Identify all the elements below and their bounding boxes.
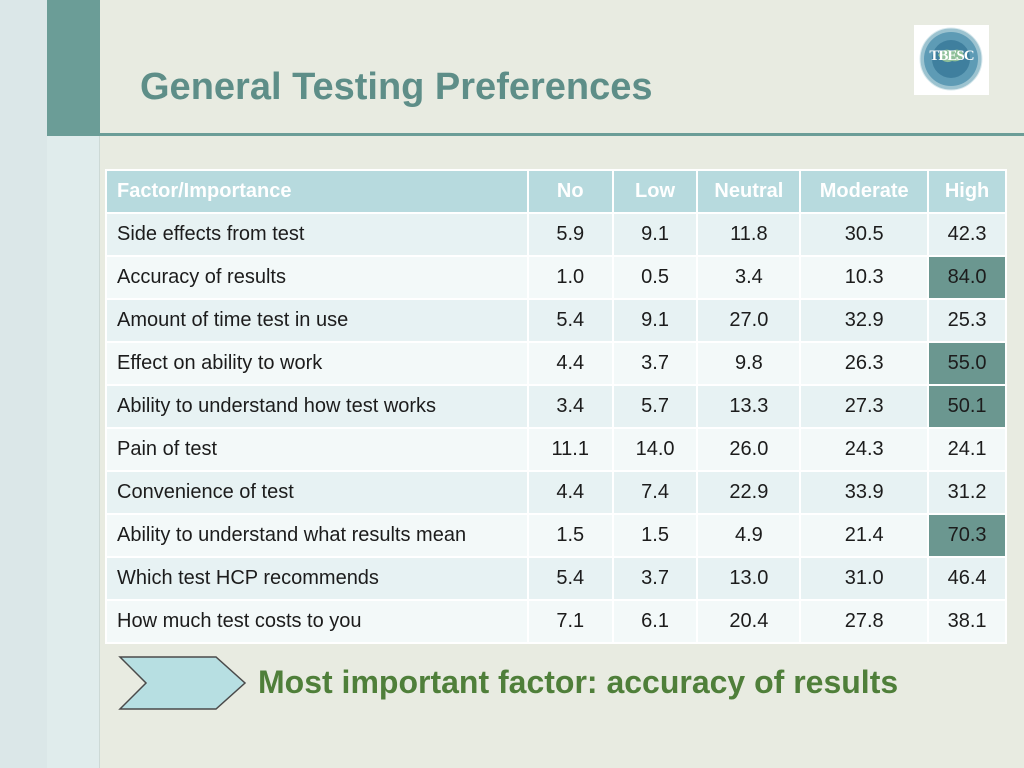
cell-neutral: 26.0 bbox=[696, 427, 802, 472]
cell-low: 9.1 bbox=[611, 212, 699, 257]
cell-no: 7.1 bbox=[526, 599, 614, 644]
cell-moderate: 30.5 bbox=[799, 212, 930, 257]
header-divider bbox=[47, 133, 1024, 136]
cell-neutral: 20.4 bbox=[696, 599, 802, 644]
table-row: Effect on ability to work 4.4 3.7 9.8 26.3 55… bbox=[105, 341, 1007, 386]
cell-high: 38.1 bbox=[927, 599, 1007, 644]
cell-high: 31.2 bbox=[927, 470, 1007, 515]
cell-neutral: 11.8 bbox=[696, 212, 802, 257]
cell-moderate: 27.3 bbox=[799, 384, 930, 429]
header-no: No bbox=[526, 169, 614, 214]
cell-factor: Amount of time test in use bbox=[105, 298, 529, 343]
cell-high: 46.4 bbox=[927, 556, 1007, 601]
cell-high: 42.3 bbox=[927, 212, 1007, 257]
cell-factor: Ability to understand what results mean bbox=[105, 513, 529, 558]
cell-low: 14.0 bbox=[611, 427, 699, 472]
cell-moderate: 32.9 bbox=[799, 298, 930, 343]
left-decor-strip-inner bbox=[47, 135, 100, 768]
table-header-row: Factor/Importance No Low Neutral Moderat… bbox=[105, 169, 1007, 214]
cell-high: 70.3 bbox=[927, 513, 1007, 558]
table-row: Ability to understand what results mean 1… bbox=[105, 513, 1007, 558]
cell-no: 11.1 bbox=[526, 427, 614, 472]
cell-moderate: 33.9 bbox=[799, 470, 930, 515]
cell-low: 9.1 bbox=[611, 298, 699, 343]
tbesc-globe-logo-icon bbox=[919, 27, 983, 91]
tbesc-logo: TBESC bbox=[914, 25, 989, 95]
cell-no: 5.9 bbox=[526, 212, 614, 257]
cell-factor: Ability to understand how test works bbox=[105, 384, 529, 429]
header-accent-bar bbox=[47, 0, 100, 135]
cell-low: 3.7 bbox=[611, 341, 699, 386]
cell-low: 6.1 bbox=[611, 599, 699, 644]
cell-high: 50.1 bbox=[927, 384, 1007, 429]
table-row: Side effects from test 5.9 9.1 11.8 30.5 42.3 bbox=[105, 212, 1007, 257]
cell-neutral: 13.3 bbox=[696, 384, 802, 429]
header-neutral: Neutral bbox=[696, 169, 802, 214]
table-row: How much test costs to you 7.1 6.1 20.4 27.8… bbox=[105, 599, 1007, 644]
cell-low: 0.5 bbox=[611, 255, 699, 300]
cell-moderate: 26.3 bbox=[799, 341, 930, 386]
cell-moderate: 21.4 bbox=[799, 513, 930, 558]
cell-no: 3.4 bbox=[526, 384, 614, 429]
cell-no: 1.5 bbox=[526, 513, 614, 558]
cell-no: 4.4 bbox=[526, 341, 614, 386]
cell-neutral: 27.0 bbox=[696, 298, 802, 343]
header-low: Low bbox=[611, 169, 699, 214]
cell-factor: Convenience of test bbox=[105, 470, 529, 515]
logo-text: TBESC bbox=[929, 48, 974, 64]
table-row: Convenience of test 4.4 7.4 22.9 33.9 31.2 bbox=[105, 470, 1007, 515]
cell-no: 1.0 bbox=[526, 255, 614, 300]
cell-neutral: 9.8 bbox=[696, 341, 802, 386]
table-row: Amount of time test in use 5.4 9.1 27.0 32.9… bbox=[105, 298, 1007, 343]
cell-factor: Pain of test bbox=[105, 427, 529, 472]
cell-low: 7.4 bbox=[611, 470, 699, 515]
cell-factor: How much test costs to you bbox=[105, 599, 529, 644]
table-row: Which test HCP recommends 5.4 3.7 13.0 31.0 4… bbox=[105, 556, 1007, 601]
header-factor: Factor/Importance bbox=[105, 169, 529, 214]
cell-high: 55.0 bbox=[927, 341, 1007, 386]
cell-low: 5.7 bbox=[611, 384, 699, 429]
header-moderate: Moderate bbox=[799, 169, 930, 214]
cell-neutral: 4.9 bbox=[696, 513, 802, 558]
header-band bbox=[100, 0, 1024, 133]
cell-moderate: 24.3 bbox=[799, 427, 930, 472]
cell-high: 24.1 bbox=[927, 427, 1007, 472]
cell-no: 5.4 bbox=[526, 298, 614, 343]
left-decor-strip bbox=[0, 0, 48, 768]
cell-neutral: 22.9 bbox=[696, 470, 802, 515]
cell-low: 1.5 bbox=[611, 513, 699, 558]
cell-high: 84.0 bbox=[927, 255, 1007, 300]
cell-factor: Side effects from test bbox=[105, 212, 529, 257]
cell-low: 3.7 bbox=[611, 556, 699, 601]
cell-neutral: 13.0 bbox=[696, 556, 802, 601]
cell-moderate: 31.0 bbox=[799, 556, 930, 601]
cell-no: 5.4 bbox=[526, 556, 614, 601]
header-high: High bbox=[927, 169, 1007, 214]
cell-factor: Which test HCP recommends bbox=[105, 556, 529, 601]
cell-neutral: 3.4 bbox=[696, 255, 802, 300]
table-row: Ability to understand how test works 3.4 5… bbox=[105, 384, 1007, 429]
cell-factor: Accuracy of results bbox=[105, 255, 529, 300]
cell-moderate: 27.8 bbox=[799, 599, 930, 644]
cell-no: 4.4 bbox=[526, 470, 614, 515]
callout-text: Most important factor: accuracy of resul… bbox=[258, 664, 899, 700]
table-row: Accuracy of results 1.0 0.5 3.4 10.3 84.0 bbox=[105, 255, 1007, 300]
preferences-table: Factor/Importance No Low Neutral Moderat… bbox=[105, 169, 1007, 644]
cell-moderate: 10.3 bbox=[799, 255, 930, 300]
cell-high: 25.3 bbox=[927, 298, 1007, 343]
cell-factor: Effect on ability to work bbox=[105, 341, 529, 386]
chevron-arrow-icon bbox=[118, 656, 247, 710]
table-row: Pain of test 11.1 14.0 26.0 24.3 24.1 bbox=[105, 427, 1007, 472]
page-title: General Testing Preferences bbox=[140, 66, 653, 108]
